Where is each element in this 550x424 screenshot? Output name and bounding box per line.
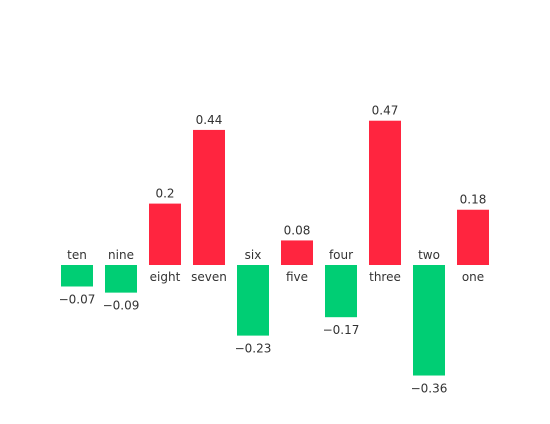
category-label-five: five (286, 270, 308, 284)
value-label-eight: 0.2 (155, 187, 174, 201)
bar-eight (149, 203, 181, 265)
category-label-one: one (462, 270, 484, 284)
bar-four (325, 265, 357, 318)
bar-group-one: 0.18 one (457, 193, 489, 284)
value-label-two: −0.36 (411, 382, 448, 396)
category-label-seven: seven (191, 270, 227, 284)
category-label-six: six (245, 248, 262, 262)
bar-five (281, 240, 313, 265)
bar-group-eight: 0.2 eight (149, 187, 181, 284)
value-label-seven: 0.44 (196, 113, 223, 127)
bar-group-five: 0.08 five (281, 223, 313, 284)
bar-group-nine: −0.09 nine (103, 248, 140, 313)
bar-nine (105, 265, 137, 293)
value-label-three: 0.47 (372, 104, 399, 118)
category-label-two: two (418, 248, 440, 262)
bar-seven (193, 129, 225, 265)
bar-ten (61, 265, 93, 287)
bar-group-six: −0.23 six (235, 248, 272, 356)
category-label-ten: ten (67, 248, 87, 262)
category-label-four: four (329, 248, 353, 262)
bar-three (369, 120, 401, 266)
value-label-nine: −0.09 (103, 299, 140, 313)
bar-group-three: 0.47 three (369, 104, 401, 284)
category-label-three: three (369, 270, 401, 284)
category-label-nine: nine (108, 248, 134, 262)
bar-group-seven: 0.44 seven (191, 113, 227, 284)
bar-two (413, 265, 445, 376)
bar-group-four: −0.17 four (323, 248, 360, 337)
bar-six (237, 265, 269, 336)
bar-one (457, 209, 489, 265)
value-label-one: 0.18 (460, 193, 487, 207)
value-label-six: −0.23 (235, 342, 272, 356)
bar-group-two: −0.36 two (411, 248, 448, 396)
bar-group-ten: −0.07 ten (59, 248, 96, 306)
value-label-five: 0.08 (284, 223, 311, 237)
value-label-four: −0.17 (323, 323, 360, 337)
category-label-eight: eight (150, 270, 181, 284)
value-label-ten: −0.07 (59, 292, 96, 306)
